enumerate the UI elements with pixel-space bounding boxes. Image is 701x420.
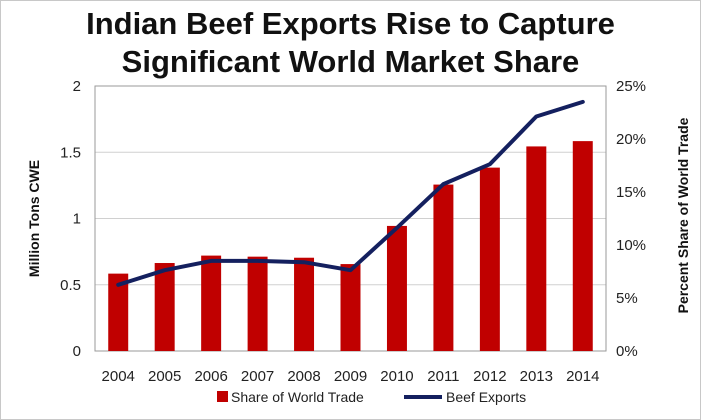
x-tick-label: 2014 <box>566 368 599 385</box>
x-tick-label: 2011 <box>427 368 459 385</box>
bar <box>386 225 407 351</box>
beef-exports-line <box>116 99 585 287</box>
x-tick-label: 2012 <box>473 368 506 385</box>
bar <box>247 256 268 351</box>
y2-tick-label: 20% <box>616 131 646 148</box>
y-tick-label: 0.5 <box>60 277 81 294</box>
bar <box>201 255 222 351</box>
y2-tick-label: 0% <box>616 343 638 360</box>
chart-title-line-1: Indian Beef Exports Rise to Capture <box>86 6 615 41</box>
x-tick-label: 2013 <box>520 368 553 385</box>
bar <box>108 273 129 351</box>
legend-label-share: Share of World Trade <box>231 389 364 405</box>
y-axis-title: Million Tons CWE <box>26 160 42 277</box>
y2-axis-title: Percent Share of World Trade <box>675 117 691 313</box>
chart-title-line-2: Significant World Market Share <box>121 44 580 79</box>
bar <box>154 263 175 351</box>
x-tick-label: 2006 <box>194 368 227 385</box>
x-tick-label: 2008 <box>287 368 320 385</box>
x-tick-label: 2009 <box>334 368 367 385</box>
bar <box>526 146 547 351</box>
x-tick-label: 2004 <box>102 368 135 385</box>
y-tick-label: 0 <box>73 343 81 360</box>
x-tick-label: 2010 <box>380 368 413 385</box>
x-tick-label: 2007 <box>241 368 274 385</box>
y2-tick-label: 25% <box>616 78 646 95</box>
y-tick-label: 1.5 <box>60 144 81 161</box>
y2-tick-label: 5% <box>616 290 638 307</box>
bar <box>479 167 500 351</box>
legend-swatch-share <box>217 391 228 402</box>
y-tick-label: 2 <box>73 78 81 95</box>
legend-label-exports: Beef Exports <box>446 389 526 405</box>
y2-tick-label: 10% <box>616 237 646 254</box>
bar <box>340 264 361 351</box>
bar <box>433 184 454 351</box>
y2-tick-label: 15% <box>616 184 646 201</box>
y-tick-label: 1 <box>73 211 81 228</box>
bar <box>294 257 315 351</box>
bar <box>572 141 593 351</box>
x-tick-label: 2005 <box>148 368 181 385</box>
